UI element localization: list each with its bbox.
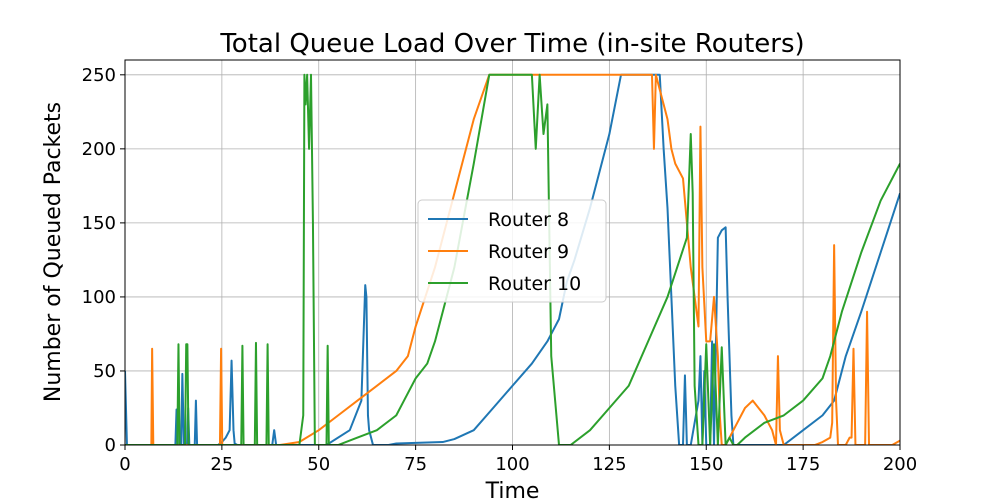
x-tick-label: 175 [786, 454, 820, 475]
y-tick-label: 150 [82, 213, 116, 234]
x-tick-label: 150 [689, 454, 723, 475]
x-tick-label: 200 [883, 454, 917, 475]
y-tick-label: 50 [93, 361, 116, 382]
axes [120, 59, 901, 450]
y-tick-label: 200 [82, 139, 116, 160]
legend: Router 8 Router 9 Router 10 [417, 199, 607, 303]
series-line-router-10 [125, 73, 900, 445]
x-tick-label: 125 [592, 454, 626, 475]
series-line-router-8 [125, 73, 900, 445]
legend-label: Router 8 [488, 209, 569, 231]
series-line-router-9 [125, 73, 900, 445]
y-tick-label: 0 [105, 435, 116, 456]
tick-labels: 0 25 50 75 100 125 150 175 200 0 50 100 150 200 250 [82, 65, 918, 475]
legend-label: Router 9 [488, 241, 569, 263]
chart-title: Total Queue Load Over Time (in-site Rout… [219, 29, 804, 59]
x-tick-label: 50 [307, 454, 330, 475]
x-tick-label: 100 [495, 454, 529, 475]
x-tick-label: 25 [210, 454, 233, 475]
y-axis-label: Number of Queued Packets [41, 102, 66, 402]
x-tick-label: 75 [404, 454, 427, 475]
series-lines [125, 73, 900, 445]
x-tick-label: 0 [119, 454, 130, 475]
y-tick-label: 250 [82, 65, 116, 86]
legend-box [417, 199, 607, 303]
y-tick-label: 100 [82, 287, 116, 308]
x-axis-label: Time [485, 479, 540, 500]
legend-label: Router 10 [488, 273, 581, 295]
